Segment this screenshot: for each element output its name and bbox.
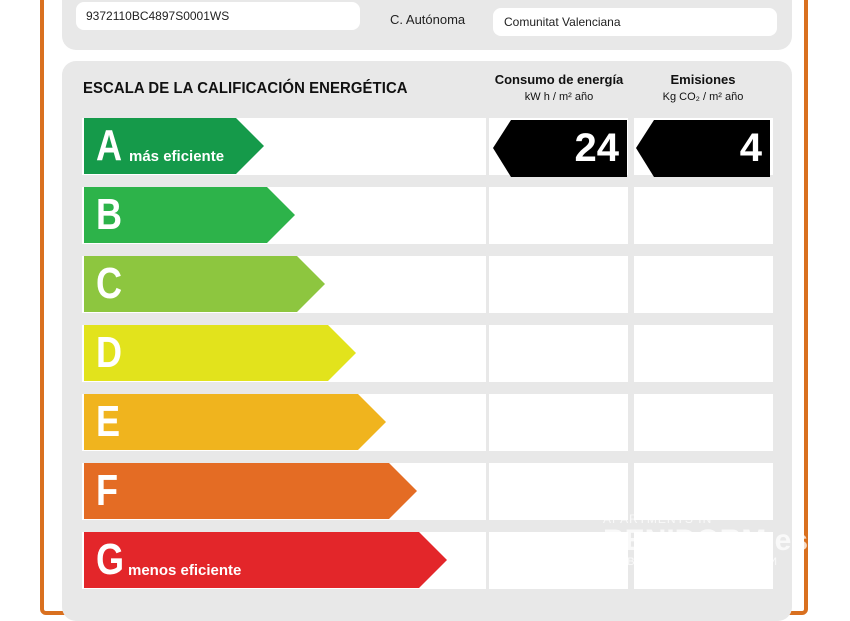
energy-unit: kW h / m² año xyxy=(524,91,594,103)
emissions-cell-d xyxy=(634,325,773,382)
energy-cell-g xyxy=(489,532,628,589)
energy-rating-value: 24 xyxy=(574,126,620,170)
class-arrow-a xyxy=(84,118,264,174)
watermark-line-1: APARTMENTS IN xyxy=(603,512,713,526)
emissions-cell-g xyxy=(634,532,773,589)
class-arrow-d xyxy=(84,325,356,381)
scale-title: ESCALA DE LA CALIFICACIÓN ENERGÉTICA xyxy=(83,80,408,97)
emissions-cell-b xyxy=(634,187,773,244)
class-label-g: menos eficiente xyxy=(128,562,242,579)
energy-header: Consumo de energía xyxy=(494,72,624,87)
class-arrow-e xyxy=(84,394,386,450)
watermark-line-3: НЕДВИЖИМОСТЬ В ИСПАНИИ xyxy=(603,556,778,568)
emissions-header: Emisiones xyxy=(670,72,736,87)
energy-cell-b xyxy=(489,187,628,244)
emissions-cell-c xyxy=(634,256,773,313)
class-letter-b: B xyxy=(96,190,123,239)
emissions-column-header: Emisiones Kg CO₂ / m² año xyxy=(636,72,770,103)
energy-cell-c xyxy=(489,256,628,313)
energy-cell-e xyxy=(489,394,628,451)
class-arrow-b xyxy=(84,187,295,243)
emissions-unit: Kg CO₂ / m² año xyxy=(662,91,744,103)
class-letter-d: D xyxy=(96,328,123,377)
emissions-rating-value: 4 xyxy=(739,126,762,170)
energy-column-header: Consumo de energía kW h / m² año xyxy=(492,72,626,103)
class-arrow-c xyxy=(84,256,325,312)
autonoma-label: C. Autónoma xyxy=(390,12,466,27)
class-arrow-f xyxy=(84,463,417,519)
class-letter-c: C xyxy=(96,259,123,308)
class-letter-a: A xyxy=(96,121,123,170)
class-arrow-g xyxy=(84,532,447,588)
class-letter-e: E xyxy=(96,397,121,446)
cadastral-reference-field: 9372110BC4897S0001WS xyxy=(76,2,360,30)
watermark-line-2: BENIDORM.es xyxy=(603,524,809,557)
class-letter-g: G xyxy=(96,535,125,584)
class-label-a: más eficiente xyxy=(129,148,225,165)
energy-cell-f xyxy=(489,463,628,520)
class-letter-f: F xyxy=(96,466,119,515)
watermark: APARTMENTS IN BENIDORM.es НЕДВИЖИМОСТЬ В… xyxy=(603,512,808,568)
emissions-cell-e xyxy=(634,394,773,451)
autonoma-field: Comunitat Valenciana xyxy=(493,8,777,36)
emissions-cell-f xyxy=(634,463,773,520)
energy-cell-d xyxy=(489,325,628,382)
energy-rating-indicator xyxy=(493,120,627,177)
emissions-rating-indicator xyxy=(636,120,770,177)
